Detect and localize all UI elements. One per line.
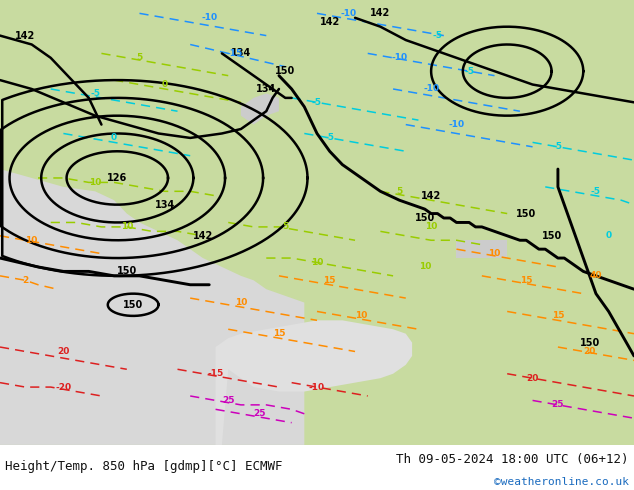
Text: 10: 10 bbox=[425, 222, 437, 231]
Text: 10: 10 bbox=[120, 222, 133, 231]
Text: 150: 150 bbox=[516, 209, 536, 219]
Text: 25: 25 bbox=[222, 396, 235, 405]
Text: -10: -10 bbox=[448, 120, 465, 129]
Text: 142: 142 bbox=[193, 231, 213, 241]
Text: 134: 134 bbox=[231, 49, 251, 58]
Text: 5: 5 bbox=[282, 222, 288, 231]
Text: -5: -5 bbox=[312, 98, 322, 107]
Polygon shape bbox=[241, 94, 279, 124]
Text: -15: -15 bbox=[226, 49, 243, 58]
Text: -10: -10 bbox=[391, 53, 408, 62]
Text: -10: -10 bbox=[309, 383, 325, 392]
Text: 142: 142 bbox=[421, 191, 441, 201]
Text: 20: 20 bbox=[583, 347, 596, 356]
Text: 10: 10 bbox=[488, 249, 501, 258]
Text: 5: 5 bbox=[396, 187, 403, 196]
Text: 15: 15 bbox=[552, 311, 564, 320]
Text: 25: 25 bbox=[254, 409, 266, 418]
Text: 15: 15 bbox=[520, 276, 533, 285]
Text: 150: 150 bbox=[117, 267, 137, 276]
Text: -5: -5 bbox=[553, 142, 563, 151]
Text: 20: 20 bbox=[57, 347, 70, 356]
Text: 142: 142 bbox=[370, 8, 391, 18]
Text: ©weatheronline.co.uk: ©weatheronline.co.uk bbox=[494, 477, 629, 487]
Text: 0: 0 bbox=[605, 231, 612, 240]
Text: 10: 10 bbox=[25, 236, 38, 245]
Text: -5: -5 bbox=[325, 133, 335, 143]
Text: 10: 10 bbox=[355, 311, 368, 320]
Text: Th 09-05-2024 18:00 UTC (06+12): Th 09-05-2024 18:00 UTC (06+12) bbox=[396, 453, 629, 466]
Text: 134: 134 bbox=[155, 199, 175, 210]
Text: -5: -5 bbox=[591, 187, 601, 196]
Text: 25: 25 bbox=[552, 400, 564, 409]
Bar bbox=[456, 240, 507, 258]
Text: 126: 126 bbox=[107, 173, 127, 183]
Text: 150: 150 bbox=[415, 213, 435, 223]
Text: 40: 40 bbox=[590, 271, 602, 280]
Text: 150: 150 bbox=[123, 300, 143, 310]
Text: 2: 2 bbox=[22, 276, 29, 285]
Text: 10: 10 bbox=[311, 258, 323, 267]
Text: -15: -15 bbox=[207, 369, 224, 378]
Text: 10: 10 bbox=[89, 178, 101, 187]
Text: -5: -5 bbox=[464, 67, 474, 75]
Polygon shape bbox=[216, 320, 412, 445]
Text: 10: 10 bbox=[235, 298, 247, 307]
Text: 0: 0 bbox=[162, 80, 168, 89]
Text: -10: -10 bbox=[201, 13, 217, 23]
Text: 142: 142 bbox=[320, 17, 340, 27]
Text: 10: 10 bbox=[418, 263, 431, 271]
Text: 20: 20 bbox=[526, 374, 539, 383]
Text: -5: -5 bbox=[432, 31, 443, 40]
Text: 150: 150 bbox=[579, 338, 600, 347]
Text: 15: 15 bbox=[323, 276, 336, 285]
Text: -5: -5 bbox=[90, 89, 100, 98]
Text: -10: -10 bbox=[423, 84, 439, 94]
Text: 15: 15 bbox=[273, 329, 285, 338]
Text: 150: 150 bbox=[541, 231, 562, 241]
Text: -10: -10 bbox=[340, 9, 357, 18]
Text: -20: -20 bbox=[55, 383, 72, 392]
Text: Height/Temp. 850 hPa [gdmp][°C] ECMWF: Height/Temp. 850 hPa [gdmp][°C] ECMWF bbox=[5, 460, 283, 473]
Text: 150: 150 bbox=[275, 66, 295, 76]
Polygon shape bbox=[0, 169, 304, 445]
Text: 142: 142 bbox=[15, 30, 36, 41]
Text: 5: 5 bbox=[136, 53, 143, 62]
Text: 134: 134 bbox=[256, 84, 276, 94]
Text: 0: 0 bbox=[111, 133, 117, 143]
